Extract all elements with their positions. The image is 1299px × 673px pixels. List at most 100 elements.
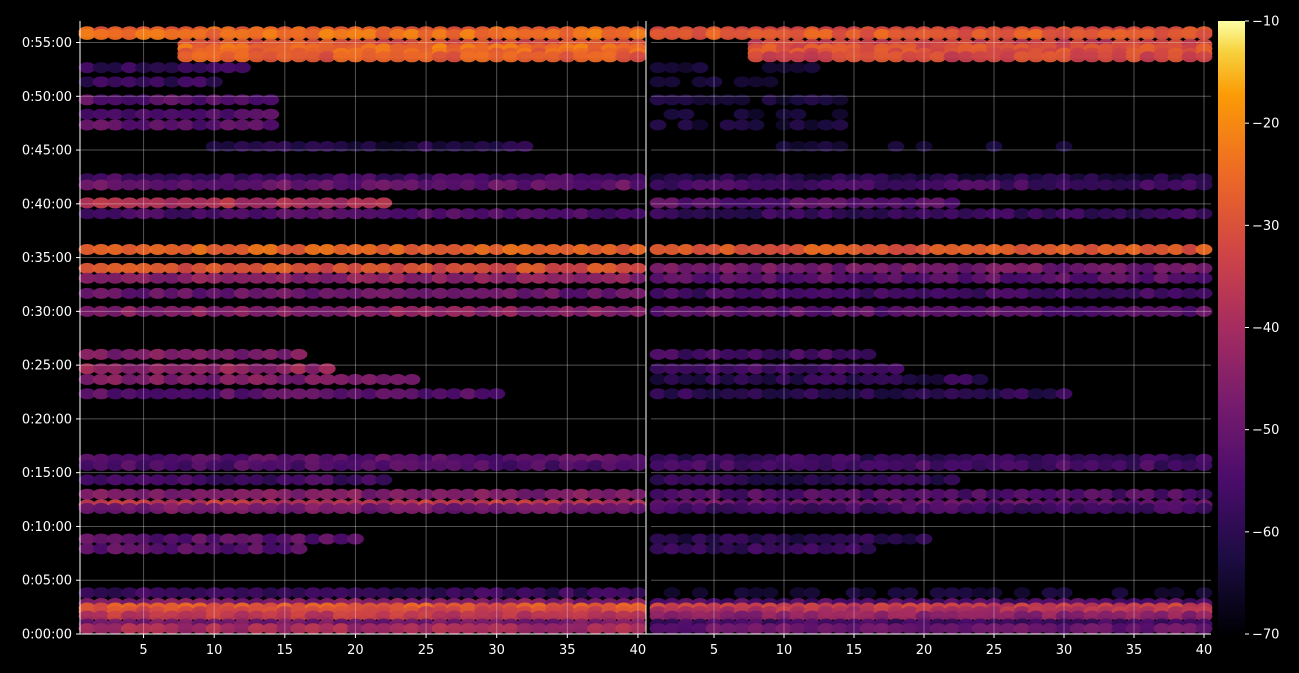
heatmap-cell [1139,610,1157,622]
heatmap-cell [1027,208,1045,220]
heatmap-cell [1041,287,1059,299]
heatmap-cell [587,587,605,599]
heatmap-cell [459,287,477,299]
heatmap-cell [488,179,506,191]
heatmap-cell [205,543,223,555]
colorbar-tick-label: −10 [1252,15,1279,30]
heatmap-cell [332,610,350,622]
heatmap-cell [106,208,124,220]
heatmap-cell [572,244,590,255]
heatmap-cell [431,287,449,299]
heatmap-cell [149,488,167,500]
heatmap-cell [663,543,681,555]
heatmap-cell [691,94,709,106]
heatmap-cell [649,119,667,131]
heatmap-cell [149,363,167,375]
heatmap-cell [1055,623,1073,635]
heatmap-cell [177,262,195,274]
heatmap-cell [1153,179,1171,191]
heatmap-cell [78,28,96,40]
heatmap-cell [219,623,237,635]
heatmap-cell [92,610,110,622]
heatmap-cell [106,363,124,375]
heatmap-cell [544,208,562,220]
heatmap-cell [1013,208,1031,220]
heatmap-cell [332,28,350,40]
heatmap-cell [957,272,975,284]
heatmap-cell [705,244,723,255]
heatmap-cell [205,208,223,220]
heatmap-cell [106,62,124,74]
heatmap-cell [615,51,633,63]
heatmap-cell [733,208,751,220]
heatmap-cell [219,533,237,545]
heatmap-cell [163,488,181,500]
heatmap-cell [943,28,961,40]
heatmap-cell [191,119,209,131]
heatmap-cell [1167,460,1185,471]
heatmap-cell [106,460,124,471]
heatmap-cell [332,272,350,284]
heatmap-cell [803,374,821,385]
heatmap-cell [761,62,779,74]
heatmap-cell [403,141,421,152]
heatmap-cell [999,305,1017,317]
heatmap-cell [474,208,492,220]
heatmap-cell [705,94,723,106]
heatmap-cell [971,503,989,514]
heatmap-cell [163,543,181,555]
heatmap-cell [262,348,280,360]
heatmap-cell [1083,503,1101,514]
heatmap-cell [761,94,779,106]
heatmap-cell [219,179,237,191]
heatmap-cell [106,388,124,400]
heatmap-cell [177,28,195,40]
heatmap-cell [845,348,863,360]
heatmap-cell [389,244,407,255]
heatmap-cell [817,363,835,375]
heatmap-cell [601,272,619,284]
heatmap-cell [1111,503,1129,514]
heatmap-cell [219,197,237,209]
heatmap-cell [135,488,153,500]
heatmap-cell [691,244,709,255]
heatmap-cell [558,179,576,191]
heatmap-cell [332,460,350,471]
heatmap-cell [1013,262,1031,274]
heatmap-cell [929,474,947,486]
heatmap-cell [135,94,153,106]
heatmap-cell [859,587,877,599]
x-tick-label: 15 [846,643,863,658]
heatmap-cell [1041,51,1059,63]
heatmap-cell [1195,208,1213,220]
heatmap-cell [915,179,933,191]
heatmap-cell [971,262,989,274]
heatmap-cell [1181,51,1199,63]
heatmap-cell [1083,262,1101,274]
heatmap-cell [761,244,779,255]
y-tick-label: 0:20:00 [22,412,72,427]
heatmap-cell [733,179,751,191]
heatmap-cell [803,488,821,500]
heatmap-cell [135,305,153,317]
heatmap-cell [92,348,110,360]
heatmap-cell [290,51,308,63]
heatmap-cell [233,287,251,299]
heatmap-cell [649,533,667,545]
heatmap-cell [290,305,308,317]
heatmap-cell [558,262,576,274]
heatmap-cell [859,488,877,500]
heatmap-cell [318,503,336,514]
heatmap-cell [943,179,961,191]
heatmap-cell [629,503,647,514]
heatmap-cell [1139,623,1157,635]
heatmap-cell [445,179,463,191]
heatmap-cell [403,272,421,284]
heatmap-cell [375,388,393,400]
heatmap-cell [691,119,709,131]
x-tick-label: 15 [277,643,294,658]
heatmap-cell [403,287,421,299]
heatmap-cell [502,610,520,622]
heatmap-cell [572,610,590,622]
heatmap-cell [873,374,891,385]
